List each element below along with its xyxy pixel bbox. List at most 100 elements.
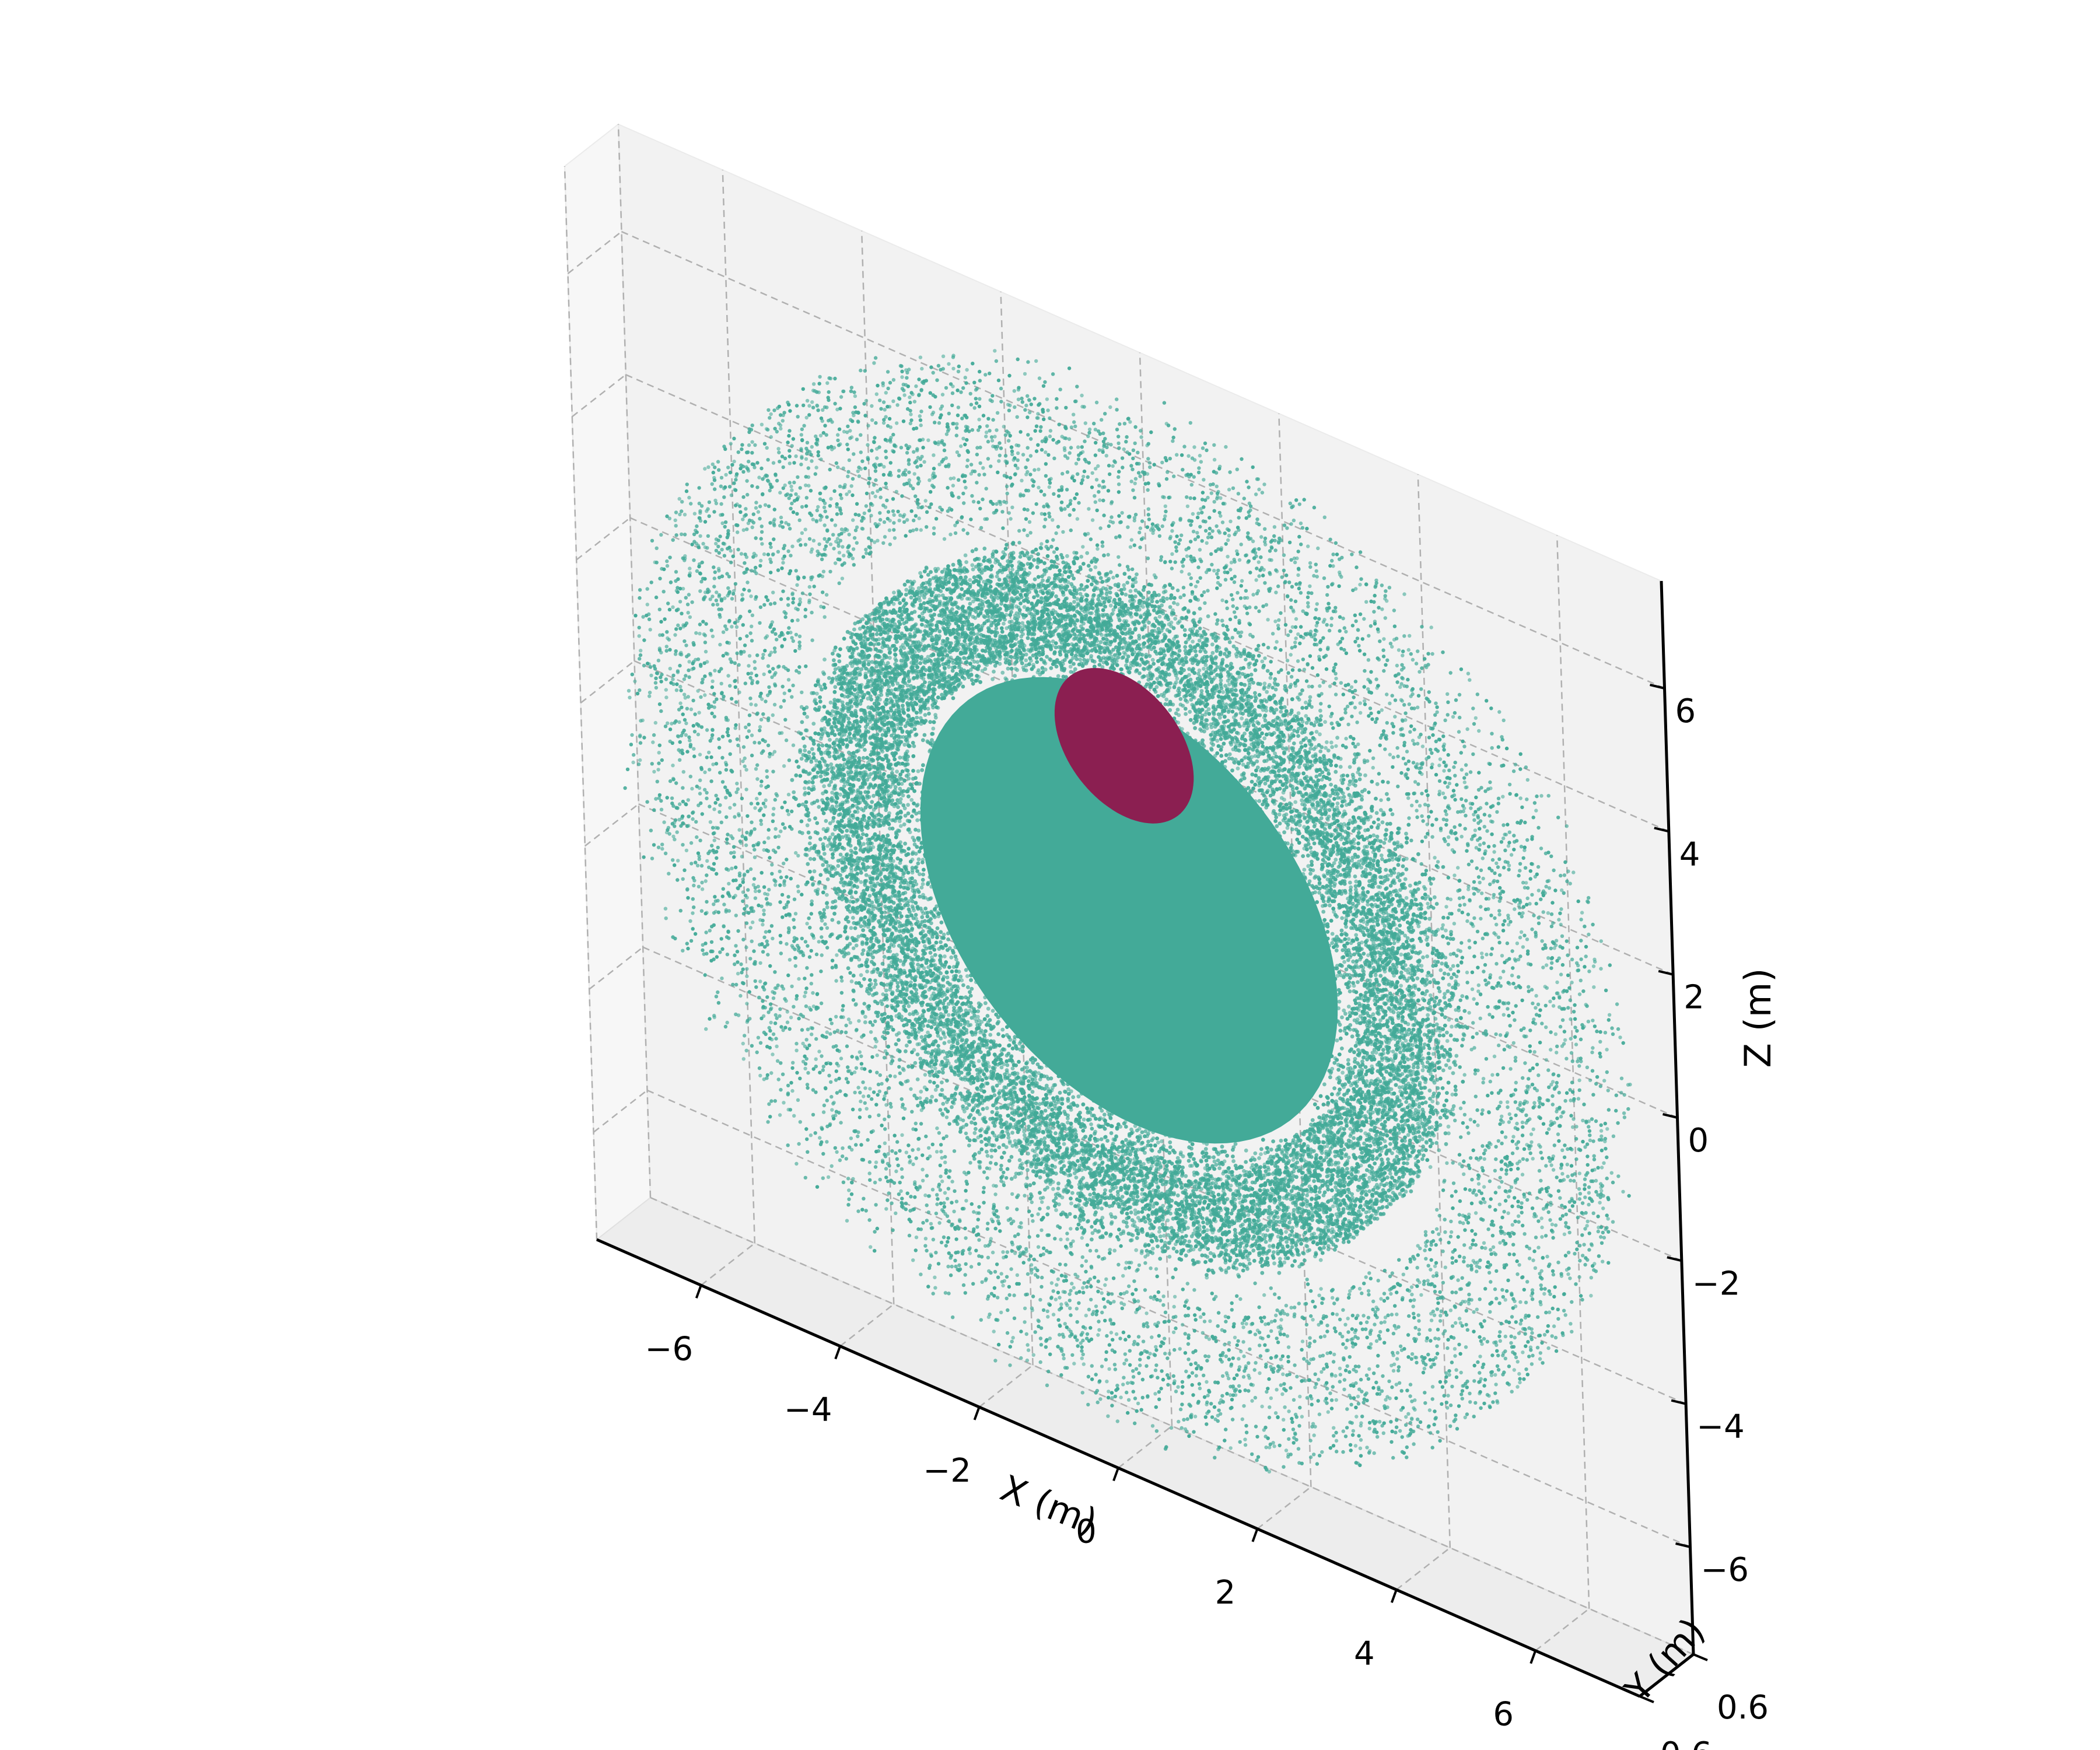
scatter-point bbox=[1354, 619, 1358, 624]
scatter-point bbox=[1292, 1441, 1296, 1445]
scatter-point bbox=[1026, 458, 1030, 462]
scatter-point bbox=[1241, 1375, 1246, 1379]
scatter-point bbox=[1390, 1363, 1394, 1368]
scatter-point bbox=[1276, 670, 1281, 674]
scatter-point bbox=[1100, 540, 1105, 544]
scatter-point bbox=[846, 424, 850, 429]
scatter-point bbox=[1280, 1354, 1285, 1359]
scatter-point bbox=[747, 911, 751, 915]
scatter-point bbox=[1137, 461, 1141, 466]
scatter-point bbox=[1530, 835, 1534, 839]
scatter-point bbox=[1605, 1155, 1609, 1160]
scatter-point bbox=[771, 461, 776, 465]
scatter-point bbox=[1579, 1059, 1583, 1063]
scatter-point bbox=[1135, 1409, 1139, 1413]
scatter-point bbox=[746, 869, 750, 874]
scatter-point bbox=[1569, 1051, 1574, 1055]
scatter-point bbox=[1504, 1172, 1508, 1176]
scatter-point bbox=[1499, 1225, 1503, 1230]
scatter-point bbox=[1034, 449, 1039, 453]
scatter-point bbox=[1131, 488, 1135, 492]
scatter-point bbox=[1353, 639, 1357, 644]
scatter-point bbox=[905, 451, 909, 455]
scatter-point bbox=[1353, 705, 1357, 710]
scatter-point bbox=[824, 544, 828, 548]
scatter-point bbox=[1447, 1369, 1451, 1373]
scatter-point bbox=[1453, 1084, 1458, 1088]
scatter-point bbox=[1589, 1276, 1593, 1280]
scatter-point bbox=[1433, 1264, 1437, 1268]
scatter-point bbox=[1297, 586, 1301, 591]
scatter-point bbox=[757, 903, 761, 908]
scatter-point bbox=[1448, 1424, 1452, 1428]
scatter-point bbox=[1269, 1364, 1273, 1369]
scatter-point bbox=[790, 695, 794, 699]
scatter-point bbox=[810, 610, 814, 615]
scatter-point bbox=[1279, 1383, 1283, 1387]
scatter-point bbox=[1528, 1028, 1532, 1032]
scatter-point bbox=[743, 1034, 747, 1038]
scatter-point bbox=[1497, 1185, 1502, 1189]
scatter-point bbox=[985, 1227, 990, 1231]
scatter-point bbox=[999, 1310, 1003, 1315]
scatter-point bbox=[1549, 1048, 1553, 1052]
scatter-point bbox=[1530, 1206, 1535, 1210]
scatter-point bbox=[748, 867, 753, 872]
scatter-point bbox=[1390, 1429, 1394, 1433]
scatter-point bbox=[1549, 946, 1553, 951]
scatter-point bbox=[1604, 1147, 1608, 1151]
scatter-point bbox=[1040, 1217, 1044, 1222]
scatter-point bbox=[745, 479, 749, 483]
scatter-point bbox=[1485, 802, 1489, 806]
scatter-point bbox=[859, 1062, 864, 1066]
scatter-point bbox=[1122, 1303, 1126, 1307]
scatter-point bbox=[734, 914, 738, 918]
scatter-point bbox=[790, 1088, 794, 1093]
scatter-point bbox=[1598, 1051, 1602, 1056]
scatter-point bbox=[841, 1154, 845, 1158]
scatter-point bbox=[976, 1217, 981, 1222]
scatter-point bbox=[917, 377, 921, 382]
scatter-point bbox=[1374, 720, 1378, 724]
scatter-point bbox=[1020, 400, 1025, 404]
scatter-point bbox=[821, 1152, 825, 1156]
scatter-point bbox=[1172, 1294, 1177, 1299]
scatter-point bbox=[819, 416, 824, 421]
scatter-point bbox=[763, 739, 767, 744]
scatter-point bbox=[1513, 1100, 1517, 1104]
scatter-point bbox=[1542, 1292, 1546, 1296]
scatter-point bbox=[918, 414, 922, 418]
scatter-point bbox=[771, 667, 775, 671]
scatter-point bbox=[1314, 1382, 1318, 1386]
scatter-point bbox=[868, 1087, 872, 1091]
scatter-point bbox=[787, 758, 792, 762]
scatter-point bbox=[774, 883, 778, 887]
scatter-point bbox=[795, 512, 799, 516]
scatter-point bbox=[1292, 556, 1297, 561]
scatter-point bbox=[1284, 573, 1289, 578]
scatter-point bbox=[919, 410, 923, 414]
scatter-point bbox=[1479, 1339, 1483, 1343]
scatter-point bbox=[755, 777, 760, 781]
scatter-point bbox=[897, 1065, 901, 1069]
scatter-point bbox=[1134, 1287, 1138, 1292]
scatter-point bbox=[642, 663, 646, 668]
scatter-point bbox=[1110, 1322, 1114, 1326]
scatter-point bbox=[1467, 1293, 1471, 1297]
scatter-point bbox=[682, 868, 687, 873]
scatter-point bbox=[956, 413, 960, 418]
scatter-point bbox=[1602, 1161, 1606, 1166]
scatter-point bbox=[834, 1110, 839, 1114]
scatter-point bbox=[1166, 1382, 1170, 1387]
scatter-point bbox=[814, 1057, 818, 1061]
scatter-point bbox=[743, 836, 748, 841]
scatter-point bbox=[800, 1028, 804, 1032]
scatter-point bbox=[1544, 1025, 1548, 1030]
scatter-point bbox=[1479, 905, 1483, 909]
scatter-point bbox=[1265, 1390, 1269, 1394]
scatter-point bbox=[638, 596, 642, 600]
scatter-point bbox=[1296, 550, 1300, 554]
scatter-point bbox=[1275, 640, 1279, 644]
scatter-point bbox=[934, 1251, 938, 1255]
scatter-point bbox=[1476, 1360, 1480, 1364]
